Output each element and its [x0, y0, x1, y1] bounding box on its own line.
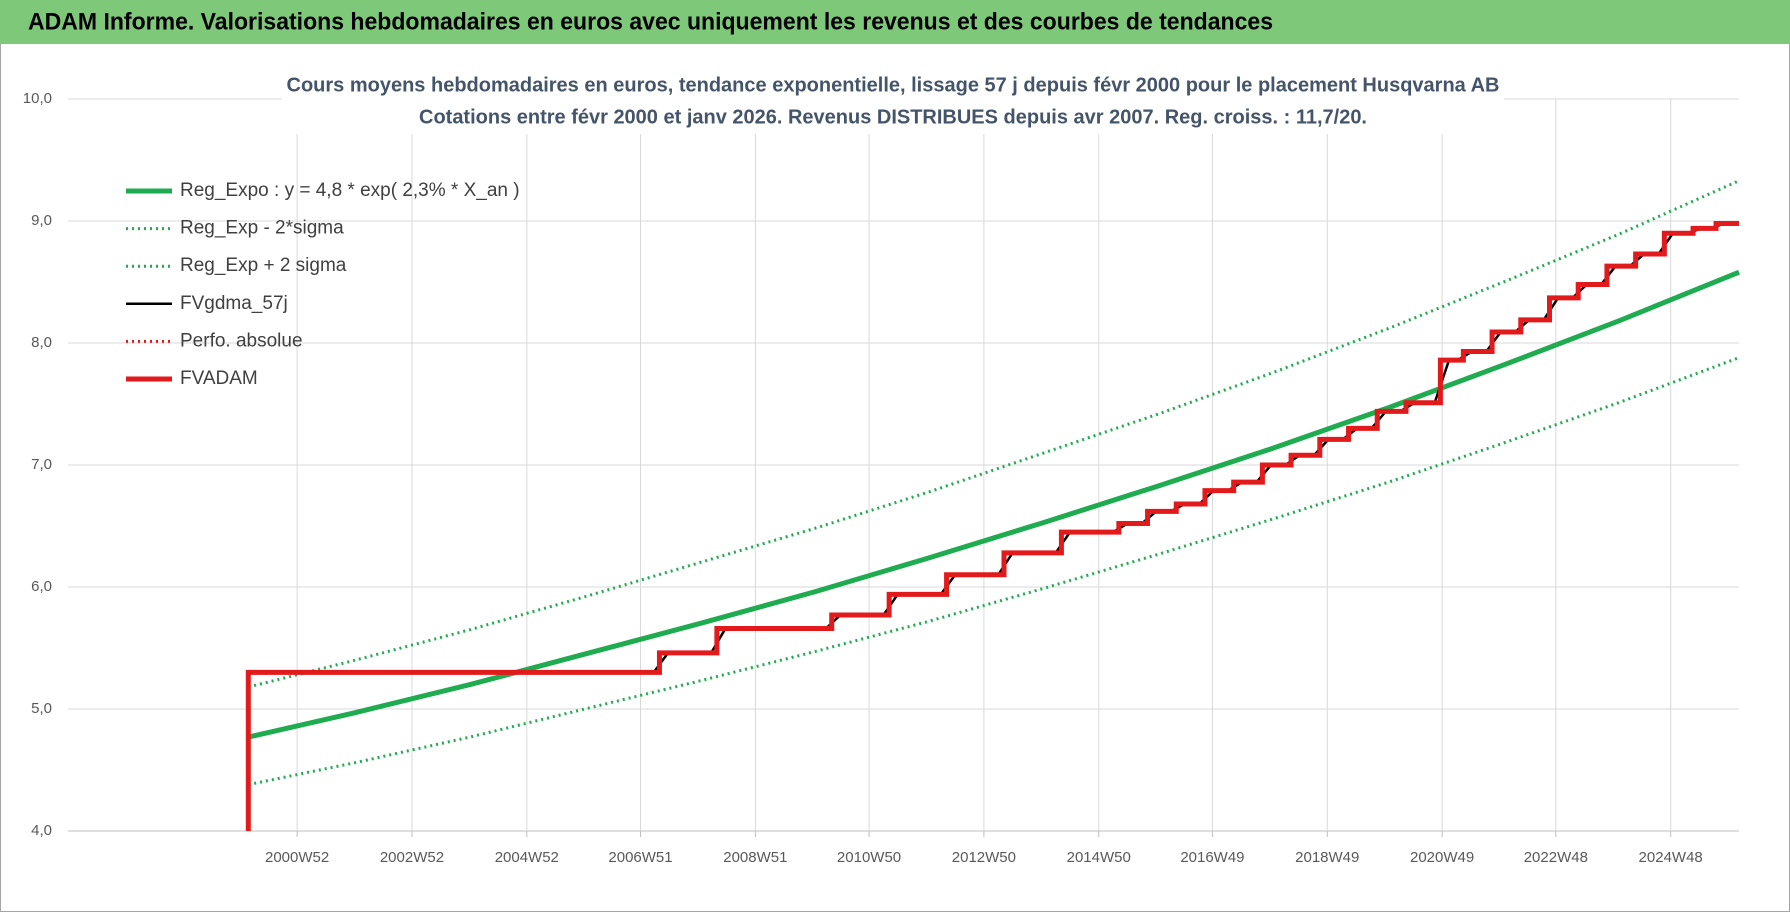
y-tick-label: 10,0	[23, 90, 52, 107]
x-tick-label: 2014W50	[1067, 849, 1131, 866]
chart-title: Cours moyens hebdomadaires en euros, ten…	[287, 74, 1500, 96]
x-tick-label: 2008W51	[723, 849, 787, 866]
legend-label: Reg_Exp + 2 sigma	[180, 255, 347, 276]
plot-lines	[245, 179, 1740, 831]
y-tick-label: 5,0	[31, 700, 52, 717]
legend-label: Reg_Expo : y = 4,8 * exp( 2,3% * X_an )	[180, 180, 520, 201]
x-tick-label: 2024W48	[1639, 849, 1703, 866]
legend: Reg_Expo : y = 4,8 * exp( 2,3% * X_an ) R…	[126, 180, 520, 389]
y-tick-label: 6,0	[31, 578, 52, 595]
header-title: ADAM Informe. Valorisations hebdomadaire…	[28, 8, 1273, 35]
header-bar	[0, 0, 1790, 44]
title-background	[282, 70, 1504, 134]
y-tick-label: 9,0	[31, 212, 52, 229]
series-line	[247, 179, 1740, 689]
grid	[68, 98, 1739, 837]
x-tick-label: 2010W50	[837, 849, 901, 866]
x-tick-label: 2016W49	[1180, 849, 1244, 866]
legend-label: FVADAM	[180, 368, 258, 389]
series-line	[245, 220, 1739, 831]
x-tick-label: 2018W49	[1295, 849, 1359, 866]
x-tick-label: 2002W52	[380, 849, 444, 866]
x-tick-label: 2012W50	[952, 849, 1016, 866]
chart-subtitle: Cotations entre févr 2000 et janv 2026. …	[419, 106, 1367, 128]
series-line	[247, 269, 1740, 740]
legend-label: Perfo. absolue	[180, 330, 303, 351]
x-tick-label: 2022W48	[1524, 849, 1588, 866]
x-tick-label: 2000W52	[265, 849, 329, 866]
y-tick-label: 7,0	[31, 456, 52, 473]
legend-label: Reg_Exp - 2*sigma	[180, 218, 344, 239]
x-tick-label: 2020W49	[1410, 849, 1474, 866]
x-tick-label: 2004W52	[495, 849, 559, 866]
y-tick-label: 8,0	[31, 334, 52, 351]
y-tick-label: 4,0	[31, 822, 52, 839]
series-line	[248, 356, 1740, 787]
legend-label: FVgdma_57j	[180, 293, 288, 314]
x-tick-label: 2006W51	[608, 849, 672, 866]
